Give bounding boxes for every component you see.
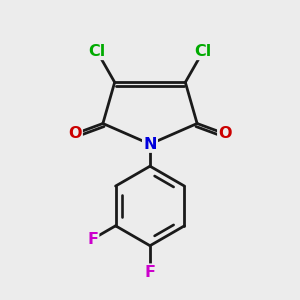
Text: O: O (218, 126, 232, 141)
Text: Cl: Cl (194, 44, 212, 59)
Text: F: F (145, 265, 155, 280)
Text: Cl: Cl (88, 44, 106, 59)
Text: F: F (87, 232, 98, 247)
Text: O: O (68, 126, 82, 141)
Text: N: N (143, 136, 157, 152)
